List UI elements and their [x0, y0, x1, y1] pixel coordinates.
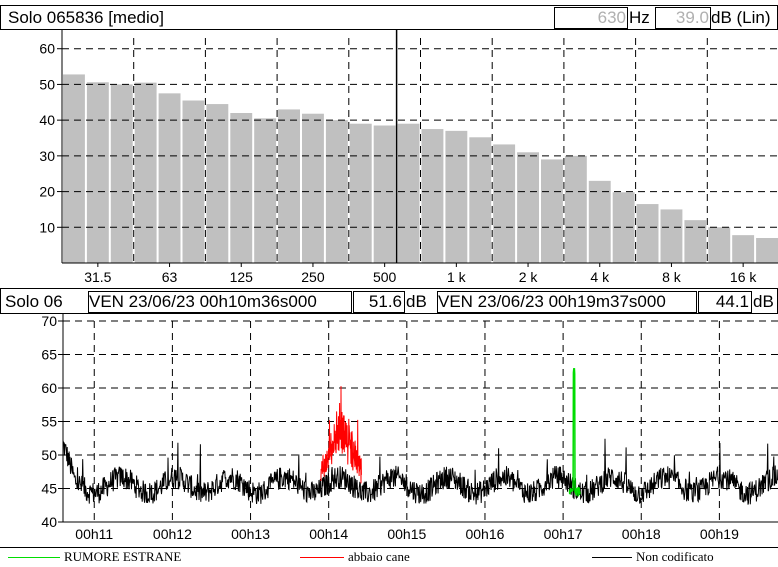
spectrum-xtick-label: 8 k	[662, 269, 682, 285]
spectrum-bar	[756, 238, 778, 263]
spectrum-bar	[684, 220, 707, 263]
timeline-ytick-label: 40	[41, 514, 57, 530]
timeline-chart[interactable]: 40 45 50 55 60 65 70 00h11 00h12 00h13 00h14 00h15 0…	[0, 314, 778, 547]
spectrum-xtick-label: 500	[373, 269, 397, 285]
spectrum-bar	[182, 100, 205, 263]
spectrum-bar	[206, 104, 229, 263]
timeline-xtick-label: 00h16	[465, 526, 504, 542]
spectrum-bar	[708, 227, 731, 263]
timeline-xtick-label: 00h13	[231, 526, 270, 542]
spectrum-bar	[134, 82, 157, 263]
spectrum-bar	[612, 192, 635, 263]
spectrum-xtick-label: 125	[230, 269, 254, 285]
level-field[interactable]: 39.0	[655, 7, 711, 29]
series-line-rumore-estraneo	[568, 367, 581, 497]
timeline-xtick-label: 00h12	[153, 526, 192, 542]
spectrum-ytick-label: 60	[39, 41, 55, 57]
legend-item-noncod: Non codificato	[592, 548, 714, 566]
legend-label: RUMORE ESTRANE	[64, 549, 182, 564]
spectrum-bar	[110, 84, 133, 263]
timeline-ytick-label: 45	[41, 481, 57, 497]
spectrum-chart[interactable]: 10 20 30 40 50 60 31.5 63 125 250 500 1 k 2 k 4 k 8 k 1…	[0, 30, 778, 288]
spectrum-bar	[493, 144, 516, 263]
timeline-ytick-label: 50	[41, 447, 57, 463]
spectrum-bar	[254, 118, 277, 263]
legend-label: Non codificato	[636, 549, 714, 564]
spectrum-ytick-label: 20	[39, 184, 55, 200]
spectrum-bar	[564, 155, 587, 263]
spectrum-xtick-label: 16 k	[730, 269, 757, 285]
cursor1-time[interactable]: VEN 23/06/23 00h10m36s000	[88, 291, 352, 313]
spectrum-ytick-label: 40	[39, 112, 55, 128]
timeline-ytick-label: 70	[41, 314, 57, 329]
spectrum-ytick-label: 10	[39, 219, 55, 235]
spectrum-bar	[469, 137, 492, 263]
cursor2-unit: dB	[753, 292, 774, 311]
spectrum-bar	[158, 93, 181, 263]
legend-swatch-black	[592, 556, 632, 558]
spectrum-xtick-label: 250	[301, 269, 325, 285]
spectrum-bar	[373, 125, 396, 263]
timeline-ytick-label: 65	[41, 347, 57, 363]
spectrum-ytick-label: 30	[39, 148, 55, 164]
spectrum-bar	[63, 74, 85, 263]
spectrum-ytick-label: 50	[39, 76, 55, 92]
spectrum-header	[0, 5, 778, 30]
spectrum-xtick-label: 63	[162, 269, 178, 285]
frequency-field[interactable]: 630	[554, 7, 628, 29]
timeline-xtick-label: 00h19	[700, 526, 739, 542]
spectrum-title: Solo 065836 [medio]	[8, 8, 164, 27]
spectrum-bar	[732, 235, 755, 263]
frequency-unit: Hz	[629, 8, 650, 27]
legend-item-rumore: RUMORE ESTRANE	[8, 548, 181, 566]
spectrum-xtick-label: 1 k	[447, 269, 467, 285]
legend-swatch-red	[300, 556, 344, 558]
timeline-ytick-label: 55	[41, 414, 57, 430]
timeline-xtick-label: 00h11	[75, 526, 113, 542]
spectrum-bar	[302, 113, 324, 263]
spectrum-bar	[230, 113, 253, 263]
cursor1-unit: dB	[406, 292, 427, 311]
spectrum-xtick-label: 4 k	[590, 269, 610, 285]
spectrum-bar	[86, 82, 109, 264]
legend: RUMORE ESTRANE abbaio cane Non codificat…	[0, 547, 778, 567]
cursor2-time[interactable]: VEN 23/06/23 00h19m37s000	[437, 291, 697, 313]
spectrum-bar	[636, 204, 659, 263]
cursor2-level: 44.1	[698, 291, 752, 313]
spectrum-bar	[517, 152, 539, 263]
timeline-xtick-label: 00h18	[622, 526, 661, 542]
timeline-xtick-label: 00h15	[387, 526, 426, 542]
legend-label: abbaio cane	[348, 549, 410, 564]
series-line-abbaio-cane	[320, 386, 362, 484]
cursor1-level: 51.6	[353, 291, 405, 313]
timeline-title: Solo 06	[5, 292, 63, 311]
spectrum-xtick-label: 31.5	[84, 269, 111, 285]
timeline-xtick-label: 00h17	[544, 526, 583, 542]
legend-item-abbaio: abbaio cane	[300, 548, 410, 566]
timeline-xtick-label: 00h14	[309, 526, 348, 542]
timeline-ytick-label: 60	[41, 380, 57, 396]
spectrum-xtick-label: 2 k	[519, 269, 539, 285]
level-unit: dB (Lin)	[711, 8, 771, 27]
spectrum-bar	[541, 159, 563, 263]
spectrum-bar	[445, 130, 468, 263]
spectrum-bar	[421, 129, 444, 263]
spectrum-bar	[660, 209, 683, 263]
legend-swatch-green	[8, 556, 60, 558]
spectrum-bar	[349, 123, 372, 263]
spectrum-bar	[588, 180, 611, 263]
spectrum-bar	[278, 109, 300, 263]
spectrum-bar	[397, 123, 420, 263]
series-line-non-codificato	[62, 438, 778, 505]
